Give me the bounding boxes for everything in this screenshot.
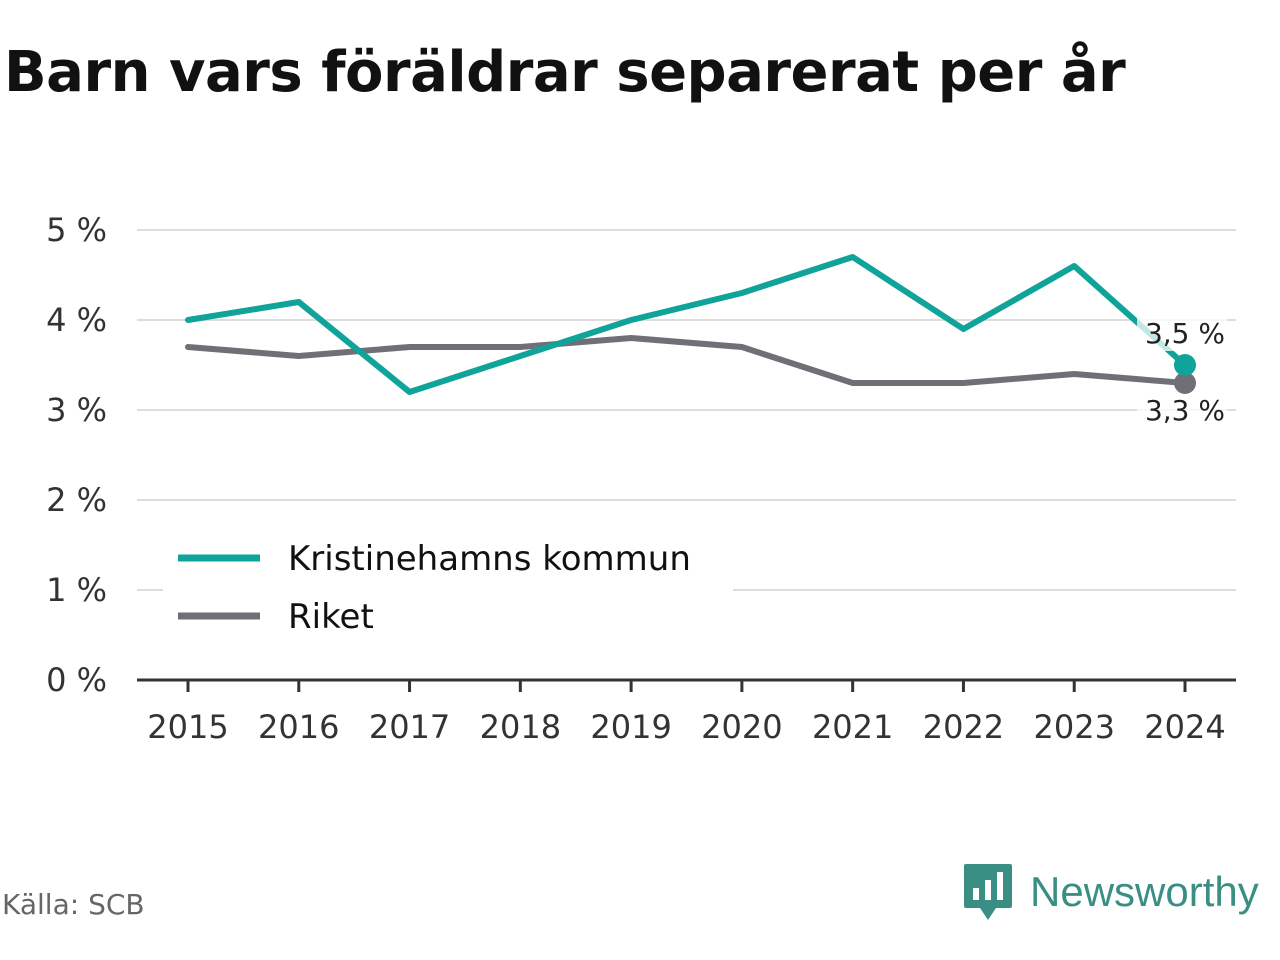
x-tick-label: 2021 — [812, 708, 893, 746]
end-point — [1174, 354, 1196, 376]
series-line — [185, 254, 1188, 395]
end-label-background — [1137, 392, 1227, 428]
end-label-background — [1137, 315, 1227, 351]
y-tick-label: 3 % — [46, 391, 107, 429]
end-label: 3,3 % — [1145, 394, 1225, 427]
y-tick-label: 5 % — [46, 211, 107, 249]
line-chart: 0 %1 %2 %3 %4 %5 % 2015 2016 2017 2018 2019 2… — [46, 211, 1236, 746]
y-tick-label: 2 % — [46, 481, 107, 519]
y-axis-ticks: 0 % 1 % 2 % 3 % 4 % 5 % — [46, 211, 107, 699]
chart-title: Barn vars föräldrar separerat per år — [4, 40, 1126, 105]
legend-label: Kristinehamns kommun — [288, 539, 691, 579]
brand: Newsworthy — [962, 862, 1259, 922]
end-labels: 3,5 % 3,3 % — [1137, 315, 1227, 428]
x-tick-label: 2020 — [701, 708, 782, 746]
x-tick-label: 2018 — [480, 708, 561, 746]
y-tick-label: 1 % — [46, 571, 107, 609]
x-tick-label: 2023 — [1034, 708, 1115, 746]
x-tick-label: 2016 — [258, 708, 339, 746]
end-point — [1174, 372, 1196, 394]
x-tick-label: 2019 — [590, 708, 671, 746]
source-note: Källa: SCB — [2, 888, 145, 921]
x-tick-label: 2024 — [1144, 708, 1225, 746]
legend: Kristinehamns kommun Riket — [163, 528, 733, 648]
x-axis: 2015 2016 2017 2018 2019 2020 2021 2022 2023 2024 — [137, 678, 1236, 746]
series-line — [185, 335, 1188, 386]
x-tick-label: 2015 — [147, 708, 228, 746]
series-lines — [185, 254, 1188, 395]
x-tick-label: 2017 — [369, 708, 450, 746]
y-tick-label: 0 % — [46, 661, 107, 699]
x-tick-label: 2022 — [923, 708, 1004, 746]
legend-label: Riket — [288, 597, 374, 637]
end-label: 3,5 % — [1145, 317, 1225, 350]
newsworthy-logo-icon — [964, 864, 1012, 920]
y-tick-label: 4 % — [46, 301, 107, 339]
legend-background — [163, 528, 733, 648]
brand-name: Newsworthy — [1030, 868, 1259, 915]
